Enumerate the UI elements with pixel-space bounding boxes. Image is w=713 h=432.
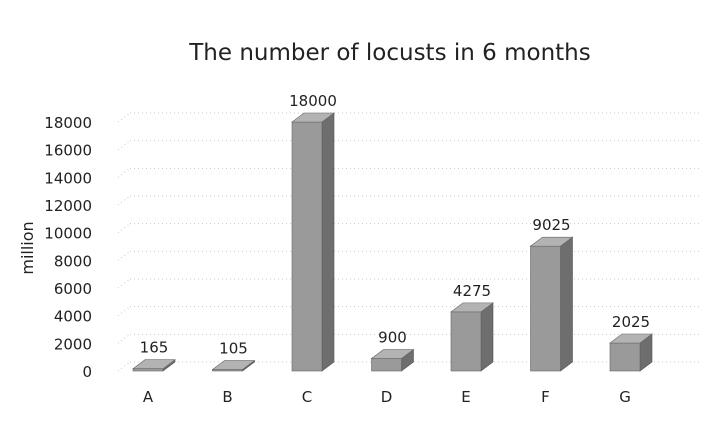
bar-side-face bbox=[480, 302, 494, 372]
x-tick-label: C bbox=[302, 388, 312, 406]
y-tick-label: 14000 bbox=[44, 169, 92, 187]
y-tick-label: 8000 bbox=[54, 252, 92, 270]
y-tick-label: 0 bbox=[82, 363, 92, 381]
y-axis-label: million bbox=[18, 221, 37, 274]
x-tick-label: G bbox=[619, 388, 631, 406]
chart-title: The number of locusts in 6 months bbox=[188, 40, 590, 66]
bar-front-face bbox=[132, 368, 164, 372]
bar-top-face bbox=[529, 236, 574, 247]
bar-side-face bbox=[560, 236, 573, 372]
gridline-depth bbox=[117, 361, 131, 372]
data-label: 165 bbox=[140, 339, 169, 357]
x-tick-label: E bbox=[461, 388, 470, 406]
bar-top-face bbox=[450, 302, 494, 313]
y-tick-label: 4000 bbox=[54, 308, 92, 326]
gridline-depth bbox=[117, 112, 131, 123]
data-label: 2025 bbox=[612, 313, 650, 331]
bar-front-face bbox=[371, 358, 402, 372]
gridline-depth bbox=[117, 250, 131, 261]
bar-F bbox=[529, 236, 574, 372]
bar-top-face bbox=[291, 112, 335, 123]
y-tick-label: 12000 bbox=[44, 197, 92, 215]
bar-top-face bbox=[211, 360, 256, 370]
bars: 165 105 18000 900 4275 9025 2025 bbox=[132, 92, 653, 372]
bar-side-face bbox=[321, 112, 335, 372]
data-label: 105 bbox=[219, 340, 248, 358]
data-label: 9025 bbox=[532, 216, 570, 234]
bar-top-face bbox=[370, 349, 415, 359]
y-tick-label: 10000 bbox=[44, 225, 92, 243]
bar-E bbox=[450, 302, 494, 372]
x-tick-label: A bbox=[143, 388, 154, 406]
y-tick-label: 2000 bbox=[54, 335, 92, 353]
gridline-depth bbox=[117, 140, 131, 151]
bar-top-face bbox=[609, 333, 653, 344]
gridlines bbox=[117, 112, 700, 372]
x-tick-label: F bbox=[541, 388, 550, 406]
bar-G bbox=[609, 333, 653, 372]
x-tick-label: D bbox=[381, 388, 393, 406]
gridline-depth bbox=[117, 167, 131, 178]
y-tick-label: 6000 bbox=[54, 280, 92, 298]
bar-A bbox=[132, 359, 176, 372]
data-label: 900 bbox=[378, 329, 407, 347]
bar-front-face bbox=[609, 342, 641, 372]
x-tick-label: B bbox=[222, 388, 232, 406]
gridline-depth bbox=[117, 278, 131, 289]
data-label: 4275 bbox=[453, 282, 491, 300]
bar-top-face bbox=[132, 359, 176, 370]
gridline-depth bbox=[117, 223, 131, 234]
bar-front-face bbox=[530, 245, 561, 372]
bar-B bbox=[211, 359, 256, 372]
bar-front-face bbox=[291, 121, 323, 372]
y-axis-ticks: 0 2000 4000 6000 8000 10000 12000 14000 16000 180… bbox=[44, 114, 92, 381]
x-axis-ticks: A B C D E F G bbox=[143, 388, 631, 406]
data-label: 18000 bbox=[289, 92, 337, 110]
y-tick-label: 16000 bbox=[44, 142, 92, 160]
gridline-depth bbox=[117, 195, 131, 206]
y-tick-label: 18000 bbox=[44, 114, 92, 132]
bar-D bbox=[370, 348, 415, 372]
bar-front-face bbox=[450, 311, 482, 372]
bar-C bbox=[291, 112, 335, 372]
gridline-depth bbox=[117, 333, 131, 344]
gridline-depth bbox=[117, 306, 131, 317]
